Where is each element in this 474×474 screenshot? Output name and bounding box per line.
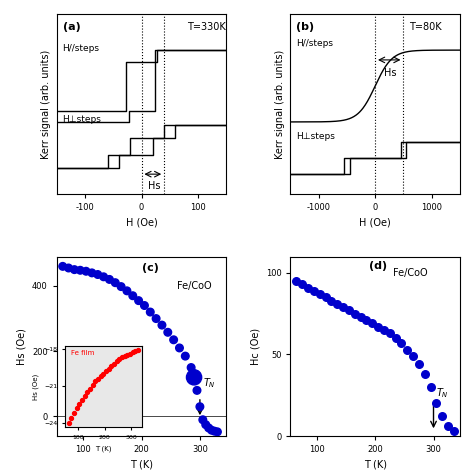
X-axis label: H (Oe): H (Oe) bbox=[359, 217, 391, 228]
Point bbox=[392, 334, 400, 342]
Point bbox=[117, 283, 125, 291]
Point bbox=[322, 293, 329, 301]
Point bbox=[199, 416, 207, 424]
Text: H//steps: H//steps bbox=[63, 44, 100, 53]
Point bbox=[158, 321, 166, 329]
Point bbox=[76, 266, 84, 274]
Point bbox=[415, 361, 423, 368]
Point bbox=[187, 364, 195, 371]
Point bbox=[164, 328, 172, 336]
Point bbox=[190, 374, 198, 381]
Point bbox=[193, 387, 201, 394]
Point bbox=[292, 277, 300, 285]
Point bbox=[100, 273, 108, 281]
Point bbox=[141, 302, 148, 310]
Text: Hs: Hs bbox=[384, 68, 397, 78]
Point bbox=[374, 323, 382, 330]
Text: $T_N$: $T_N$ bbox=[203, 376, 216, 391]
Text: H⊥steps: H⊥steps bbox=[296, 132, 335, 141]
Text: H//steps: H//steps bbox=[296, 39, 333, 48]
Text: (c): (c) bbox=[142, 263, 158, 273]
Y-axis label: Kerr signal (arb. units): Kerr signal (arb. units) bbox=[275, 49, 285, 159]
Text: (b): (b) bbox=[296, 22, 314, 32]
Point bbox=[211, 428, 219, 435]
Point bbox=[363, 317, 370, 324]
Point bbox=[170, 336, 177, 344]
Point bbox=[310, 287, 318, 295]
Point bbox=[304, 284, 312, 292]
Point bbox=[71, 266, 78, 273]
Point bbox=[88, 269, 96, 277]
Point bbox=[403, 346, 411, 354]
Text: H⊥steps: H⊥steps bbox=[63, 115, 101, 124]
Point bbox=[409, 352, 417, 360]
Point bbox=[82, 267, 90, 275]
Point bbox=[380, 326, 388, 334]
Point bbox=[176, 344, 183, 352]
Point bbox=[208, 427, 215, 434]
Point bbox=[182, 352, 189, 360]
Point bbox=[111, 279, 119, 286]
Point bbox=[205, 424, 212, 432]
Point bbox=[152, 315, 160, 322]
Point bbox=[433, 400, 440, 407]
Point bbox=[333, 300, 341, 308]
Point bbox=[129, 292, 137, 300]
Point bbox=[444, 422, 452, 430]
Point bbox=[398, 339, 405, 347]
Text: (a): (a) bbox=[63, 22, 80, 32]
Y-axis label: Kerr signal (arb. units): Kerr signal (arb. units) bbox=[41, 49, 51, 159]
Point bbox=[427, 383, 434, 391]
Point bbox=[386, 329, 393, 337]
Point bbox=[357, 313, 365, 321]
X-axis label: H (Oe): H (Oe) bbox=[126, 217, 157, 228]
Point bbox=[135, 297, 142, 304]
Text: Fe/CoO: Fe/CoO bbox=[176, 281, 211, 291]
Text: T=80K: T=80K bbox=[409, 22, 442, 32]
X-axis label: T (K): T (K) bbox=[364, 460, 387, 470]
Point bbox=[316, 290, 323, 298]
Point bbox=[65, 264, 73, 272]
Point bbox=[59, 263, 66, 270]
Point bbox=[298, 281, 306, 288]
Point bbox=[106, 275, 113, 283]
Point bbox=[146, 308, 154, 316]
Text: Hs: Hs bbox=[148, 181, 160, 191]
Y-axis label: Hc (Oe): Hc (Oe) bbox=[250, 328, 260, 365]
Point bbox=[351, 310, 358, 318]
Point bbox=[328, 297, 335, 304]
Text: Fe/CoO: Fe/CoO bbox=[392, 268, 427, 278]
Point bbox=[421, 370, 428, 378]
Point bbox=[214, 428, 221, 436]
Point bbox=[345, 307, 353, 314]
Point bbox=[438, 413, 446, 420]
Point bbox=[450, 428, 458, 435]
Y-axis label: Hs (Oe): Hs (Oe) bbox=[17, 328, 27, 365]
X-axis label: T (K): T (K) bbox=[130, 460, 153, 470]
Text: T=330K: T=330K bbox=[187, 22, 226, 32]
Point bbox=[94, 271, 101, 278]
Point bbox=[202, 421, 210, 428]
Text: (d): (d) bbox=[369, 262, 387, 272]
Point bbox=[123, 287, 131, 295]
Text: $T_N$: $T_N$ bbox=[437, 386, 449, 400]
Point bbox=[368, 319, 376, 327]
Point bbox=[196, 403, 204, 410]
Point bbox=[339, 303, 347, 311]
